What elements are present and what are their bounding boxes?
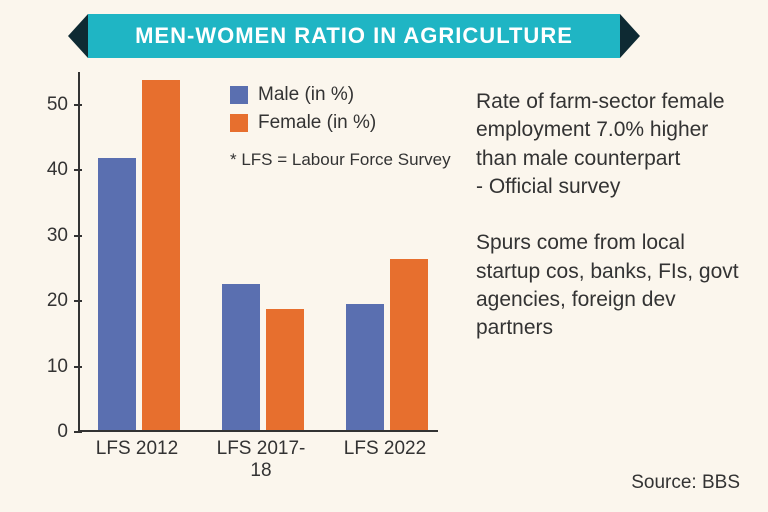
y-tick-label: 40 [20,159,78,181]
footnote: * LFS = Labour Force Survey [230,150,451,170]
x-category-label: LFS 2012 [86,438,188,460]
x-category-label: LFS 2022 [334,438,436,460]
side-paragraph-2: Spurs come from local startup cos, banks… [476,229,744,342]
y-tick-label: 30 [20,225,78,247]
banner-ribbon-right [620,14,640,58]
legend-item-male: Male (in %) [230,84,376,106]
y-tick-label: 20 [20,290,78,312]
side-paragraph-1: Rate of farm-sector female employment 7.… [476,88,744,201]
banner-ribbon-left [68,14,88,58]
title-banner: MEN-WOMEN RATIO IN AGRICULTURE [88,14,620,58]
side-text: Rate of farm-sector female employment 7.… [476,88,744,371]
y-tick-mark [74,169,82,171]
legend-item-female: Female (in %) [230,112,376,134]
title-text: MEN-WOMEN RATIO IN AGRICULTURE [135,23,573,49]
x-category-label: LFS 2017-18 [210,438,312,482]
legend: Male (in %) Female (in %) [230,84,376,140]
legend-swatch-female [230,114,248,132]
legend-swatch-male [230,86,248,104]
y-tick-label: 10 [20,356,78,378]
y-tick-label: 0 [20,421,78,443]
y-tick-label: 50 [20,94,78,116]
bar [222,284,260,430]
y-tick-mark [74,104,82,106]
y-tick-mark [74,300,82,302]
legend-label-male: Male (in %) [258,84,354,106]
legend-label-female: Female (in %) [258,112,376,134]
y-tick-mark [74,235,82,237]
bar [390,259,428,430]
bar [266,309,304,430]
y-tick-mark [74,431,82,433]
source-label: Source: BBS [631,472,740,494]
bar [142,80,180,430]
bar [98,158,136,430]
bar [346,304,384,430]
y-tick-mark [74,366,82,368]
